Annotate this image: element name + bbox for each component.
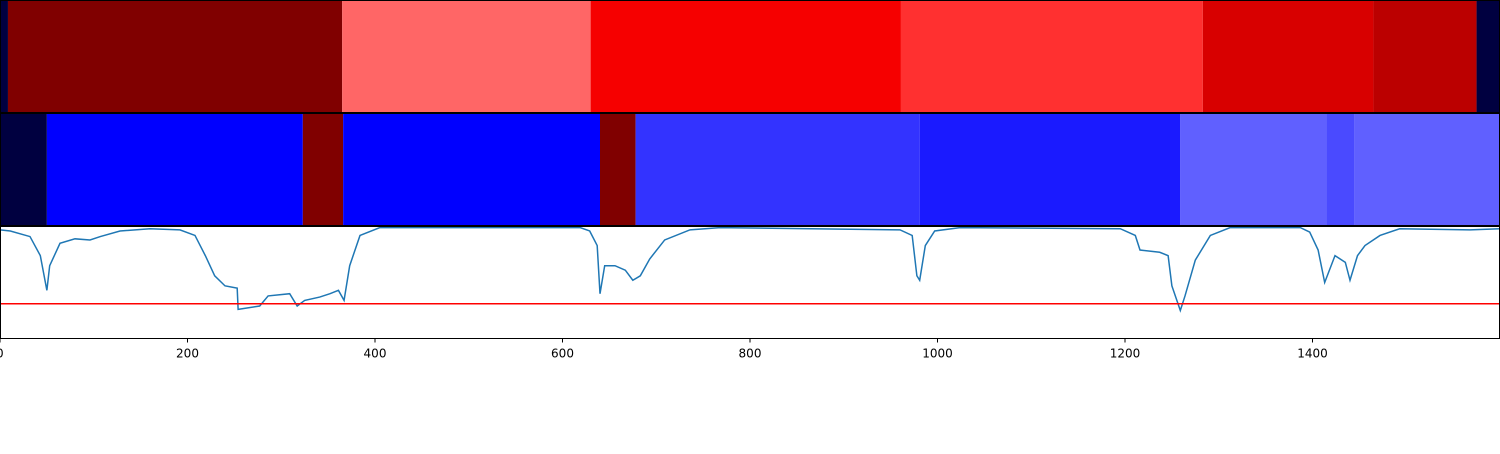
segment: [1326, 113, 1355, 226]
segment: [0, 0, 8, 113]
x-tick-label: 1200: [1110, 347, 1141, 361]
panel-frame: [0, 226, 1500, 339]
segment: [1373, 0, 1477, 113]
segment: [1354, 113, 1500, 226]
segment: [1180, 113, 1327, 226]
segment: [590, 0, 901, 113]
segment: [7, 0, 343, 113]
segment: [46, 113, 303, 226]
segment: [600, 113, 636, 226]
x-tick-label: 1000: [922, 347, 953, 361]
segment: [0, 113, 47, 226]
x-tick-label: 400: [364, 347, 387, 361]
segment: [343, 113, 600, 226]
x-tick-label: 0: [0, 347, 4, 361]
x-tick-label: 200: [176, 347, 199, 361]
x-tick-label: 1400: [1297, 347, 1328, 361]
segment: [342, 0, 591, 113]
segment: [900, 0, 1203, 113]
segment: [919, 113, 1181, 226]
x-tick-label: 600: [551, 347, 574, 361]
segment: [635, 113, 920, 226]
x-tick-label: 800: [739, 347, 762, 361]
segment: [1202, 0, 1374, 113]
data-line: [0, 226, 1500, 313]
segment: [1476, 0, 1500, 113]
segment: [302, 113, 344, 226]
